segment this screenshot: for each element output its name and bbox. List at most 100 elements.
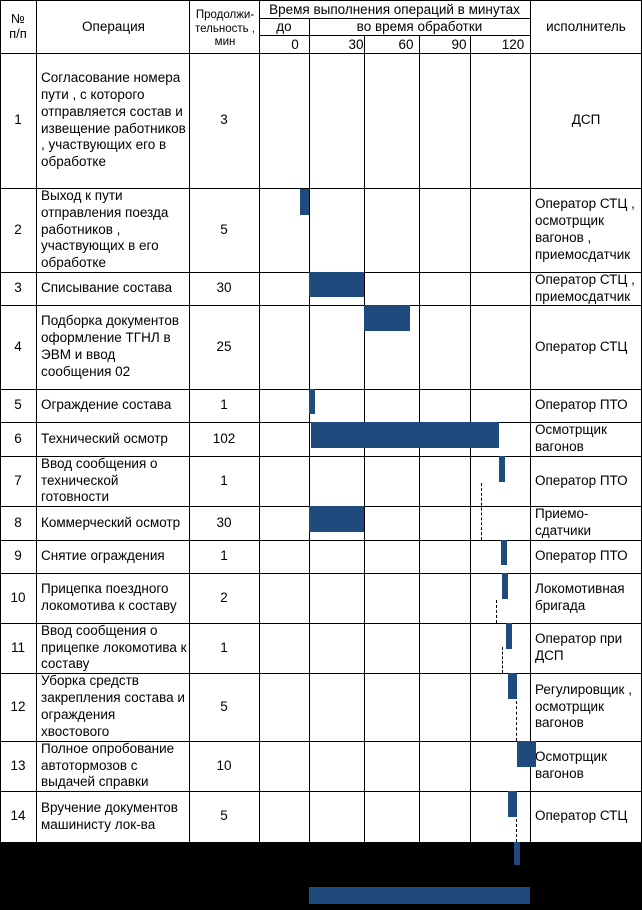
executor-name: Оператор при ДСП bbox=[535, 631, 623, 663]
executor-name: Оператор СТЦ bbox=[535, 808, 628, 824]
grid-line bbox=[0, 673, 642, 674]
grid-line bbox=[0, 0, 642, 1]
tick-label: 0 bbox=[291, 37, 299, 52]
gantt-bar bbox=[502, 573, 509, 599]
dependency-line bbox=[481, 483, 482, 540]
executor-name: Осмотрщик вагонов bbox=[535, 749, 607, 781]
header-during: во время обработки bbox=[356, 19, 483, 34]
gantt-bar bbox=[309, 272, 365, 297]
executor-name: Оператор СТЦ bbox=[535, 338, 628, 354]
overflow-bar bbox=[514, 842, 520, 865]
dependency-line bbox=[516, 701, 517, 741]
grid-line bbox=[259, 18, 530, 19]
grid-line bbox=[0, 188, 642, 189]
grid-line bbox=[36, 0, 37, 842]
operation-name: Списывание состава bbox=[41, 280, 173, 296]
dependency-line bbox=[516, 819, 517, 842]
executor-name: Регулировщик , осмотрщик вагонов bbox=[535, 681, 632, 731]
row-number: 6 bbox=[14, 430, 22, 446]
operation-name: Полное опробование автотормозов с выдаче… bbox=[41, 740, 175, 790]
operation-name: Уборка средств закрепления состава и огр… bbox=[41, 673, 185, 739]
executor-name: Приемо- сдатчики bbox=[535, 506, 592, 538]
row-number: 14 bbox=[10, 808, 26, 824]
header-operation: Операция bbox=[82, 19, 145, 34]
executor-name: Оператор ПТО bbox=[535, 548, 628, 564]
grid-line bbox=[0, 623, 642, 624]
operation-name: Ввод сообщения о прицепке локомотива к с… bbox=[41, 622, 187, 672]
gantt-bar bbox=[507, 673, 518, 699]
gantt-bar bbox=[299, 189, 309, 215]
executor-name: Оператор ПТО bbox=[535, 397, 628, 413]
operation-name: Ограждение состава bbox=[41, 397, 172, 413]
duration-value: 1 bbox=[220, 472, 228, 488]
row-number: 4 bbox=[14, 338, 22, 354]
grid-line bbox=[0, 791, 642, 792]
grid-line bbox=[0, 0, 1, 842]
grid-line bbox=[189, 0, 190, 842]
tick-label: 90 bbox=[451, 37, 467, 52]
duration-value: 5 bbox=[220, 808, 228, 824]
row-number: 7 bbox=[14, 472, 22, 488]
grid-line bbox=[0, 389, 642, 390]
gantt-bar bbox=[498, 456, 505, 482]
grid-line bbox=[309, 18, 310, 842]
duration-value: 102 bbox=[212, 430, 236, 446]
grid-line bbox=[0, 305, 642, 306]
gantt-bar bbox=[309, 389, 315, 414]
schedule-table: № п/п Операция Продолжи- тельность , мин… bbox=[0, 0, 642, 843]
duration-value: 10 bbox=[216, 757, 232, 773]
row-number: 2 bbox=[14, 221, 22, 237]
header-num: № п/п bbox=[9, 11, 27, 41]
gantt-bar bbox=[517, 741, 536, 767]
operation-name: Подборка документов оформление ТГНЛ в ЭВ… bbox=[41, 313, 179, 379]
executor-name: Осмотрщик вагонов bbox=[535, 422, 607, 454]
grid-line bbox=[530, 0, 531, 842]
grid-line bbox=[0, 540, 642, 541]
executor-name: Оператор СТЦ , осмотрщик вагонов , прием… bbox=[535, 196, 635, 262]
operation-name: Прицепка поездного локомотива к составу bbox=[41, 581, 177, 613]
dependency-line bbox=[502, 647, 503, 673]
duration-value: 30 bbox=[216, 514, 232, 530]
row-number: 12 bbox=[10, 698, 26, 714]
grid-line bbox=[259, 0, 260, 842]
gantt-bar bbox=[364, 305, 411, 331]
operation-name: Вручение документов машинисту лок-ва bbox=[41, 799, 178, 832]
grid-line bbox=[0, 456, 642, 457]
duration-value: 5 bbox=[220, 698, 228, 714]
row-number: 10 bbox=[10, 589, 26, 605]
gantt-bar bbox=[507, 791, 518, 817]
row-number: 13 bbox=[10, 757, 26, 773]
row-number: 8 bbox=[14, 514, 22, 530]
duration-value: 30 bbox=[216, 280, 232, 296]
executor-name: ДСП bbox=[571, 112, 601, 128]
gantt-bar bbox=[506, 623, 513, 649]
duration-value: 1 bbox=[220, 639, 228, 655]
executor-name: Оператор СТЦ , приемосдатчик bbox=[535, 271, 635, 304]
duration-value: 3 bbox=[220, 112, 228, 128]
row-number: 11 bbox=[10, 639, 25, 655]
gantt-bar bbox=[500, 540, 507, 565]
grid-line bbox=[259, 35, 530, 36]
grid-line bbox=[0, 53, 642, 54]
duration-value: 1 bbox=[220, 548, 228, 564]
header-time-title: Время выполнения операций в минутах bbox=[269, 2, 520, 17]
dependency-line bbox=[496, 600, 497, 623]
duration-value: 2 bbox=[220, 589, 228, 605]
header-before: до bbox=[276, 19, 292, 34]
executor-name: Локомотивная бригада bbox=[535, 581, 625, 613]
row-number: 9 bbox=[14, 548, 22, 564]
operation-name: Коммерческий осмотр bbox=[41, 514, 181, 530]
summary-bar bbox=[309, 887, 530, 904]
operation-name: Технический осмотр bbox=[41, 430, 168, 446]
grid-line bbox=[0, 573, 642, 574]
header-duration: Продолжи- тельность , мин bbox=[195, 9, 255, 48]
gantt-bar bbox=[309, 506, 365, 532]
gantt-bar bbox=[310, 422, 499, 448]
operation-name: Ввод сообщения о технической готовности bbox=[41, 455, 158, 505]
duration-value: 25 bbox=[216, 338, 232, 354]
duration-value: 5 bbox=[220, 221, 228, 237]
operation-name: Выход к пути отправления поезда работник… bbox=[41, 188, 169, 271]
tick-label: 120 bbox=[501, 37, 525, 52]
executor-name: Оператор ПТО bbox=[535, 472, 628, 488]
header-executor: исполнитель bbox=[546, 19, 626, 34]
